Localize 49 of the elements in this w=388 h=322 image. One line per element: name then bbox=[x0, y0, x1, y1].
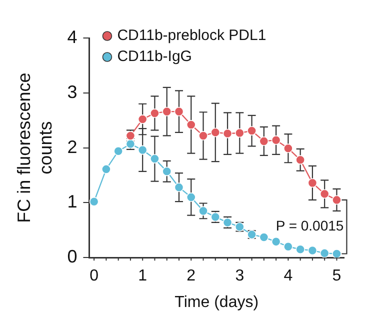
point bbox=[101, 164, 111, 174]
point bbox=[271, 236, 281, 246]
y-tick-label: 2 bbox=[67, 136, 78, 157]
x-tick-label: 4 bbox=[284, 268, 293, 285]
point bbox=[114, 146, 124, 156]
point bbox=[186, 120, 196, 130]
point bbox=[162, 106, 172, 116]
x-axis-title: Time (days) bbox=[174, 294, 259, 311]
x-tick-label: 0 bbox=[90, 268, 99, 285]
point bbox=[320, 248, 330, 258]
point bbox=[150, 154, 160, 164]
point bbox=[138, 114, 148, 124]
point bbox=[296, 244, 306, 254]
point bbox=[320, 189, 330, 199]
point bbox=[308, 246, 318, 256]
point bbox=[150, 108, 160, 118]
y-tick-label: 3 bbox=[67, 82, 78, 102]
point bbox=[198, 206, 208, 216]
point bbox=[198, 131, 208, 140]
annotation: P = 0.0015 bbox=[276, 218, 344, 234]
point bbox=[162, 166, 172, 176]
y-tick-label: 4 bbox=[67, 26, 78, 47]
point bbox=[210, 128, 220, 138]
x-tick-label: 1 bbox=[138, 268, 148, 285]
point bbox=[332, 249, 342, 258]
x-tick-label: 3 bbox=[235, 268, 244, 285]
x-tick-label: 5 bbox=[332, 268, 342, 285]
point bbox=[222, 128, 232, 138]
y-tick-label: 0 bbox=[67, 246, 78, 267]
legend-label: CD11b-IgG bbox=[117, 48, 192, 66]
y-tick-label: 1 bbox=[67, 192, 78, 212]
point bbox=[89, 196, 99, 206]
point bbox=[271, 135, 281, 145]
point bbox=[247, 126, 256, 136]
x-tick-label: 2 bbox=[186, 268, 196, 285]
point bbox=[186, 192, 196, 202]
point bbox=[283, 144, 293, 154]
point bbox=[259, 232, 269, 242]
point bbox=[234, 128, 244, 138]
point bbox=[296, 155, 306, 165]
point bbox=[332, 195, 342, 205]
point bbox=[283, 242, 293, 252]
point bbox=[174, 106, 184, 116]
point bbox=[174, 182, 184, 192]
legend-label: CD11b-preblock PDL1 bbox=[117, 27, 266, 44]
point bbox=[308, 178, 318, 188]
point bbox=[259, 136, 269, 146]
point bbox=[138, 145, 148, 155]
y-axis-title: FC in fluorescence counts bbox=[14, 72, 56, 223]
